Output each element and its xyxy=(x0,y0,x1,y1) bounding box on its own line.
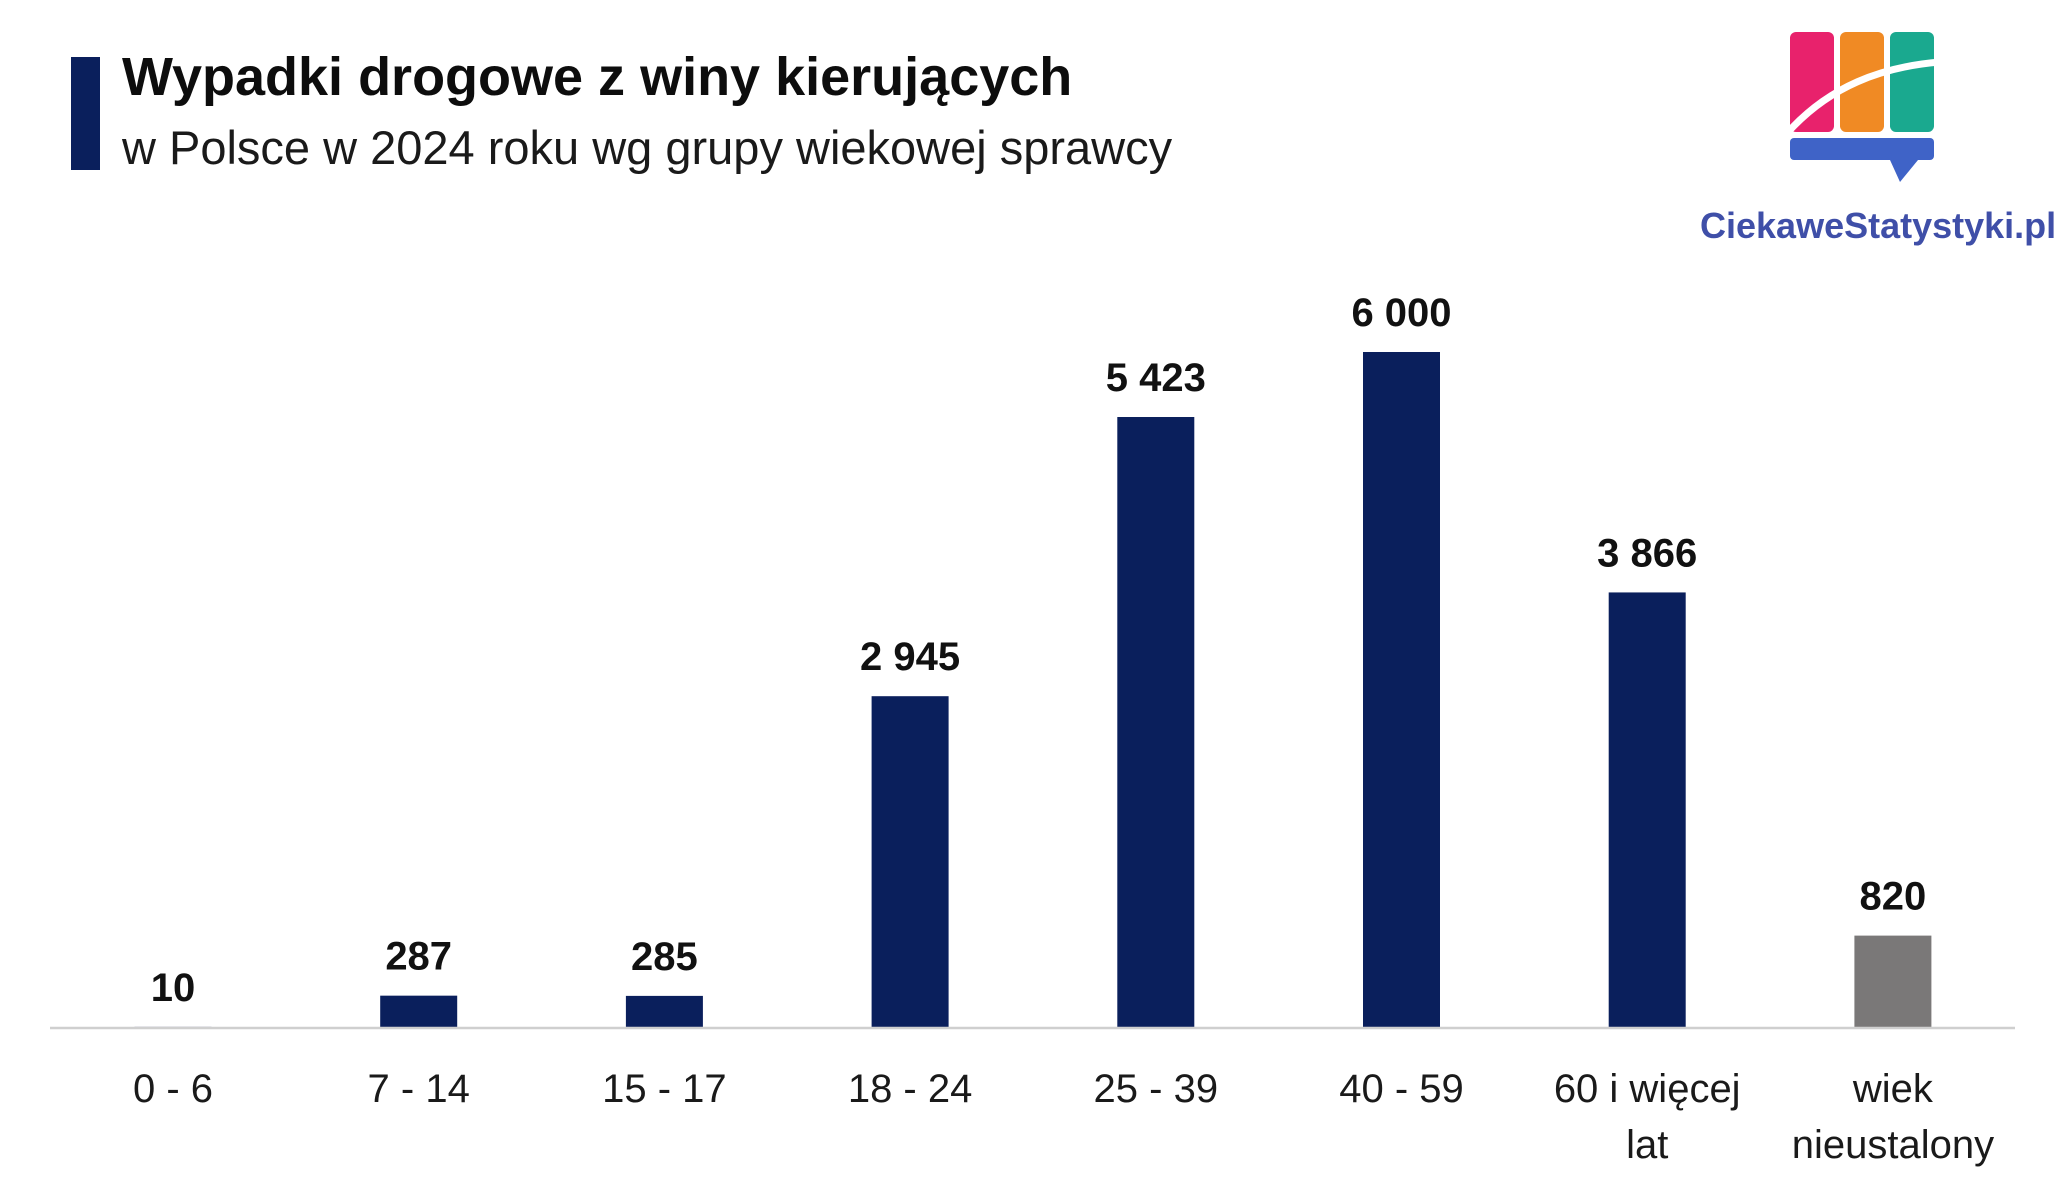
chart-subtitle: w Polsce w 2024 roku wg grupy wiekowej s… xyxy=(122,121,1173,174)
category-label-7-line-1: nieustalony xyxy=(1792,1123,1994,1167)
bar-6 xyxy=(1608,592,1686,1028)
value-label-1: 287 xyxy=(385,935,452,979)
value-label-4: 5 423 xyxy=(1106,356,1206,400)
bar-3 xyxy=(871,696,949,1028)
logo-swoosh xyxy=(1790,58,1940,133)
labels-layer: 10 0 - 6 287 7 - 14 285 15 - 17 2 945 18 - 24 5 … xyxy=(133,291,1994,1167)
category-label-4: 25 - 39 xyxy=(1094,1067,1219,1111)
bar-7 xyxy=(1854,935,1932,1028)
category-label-0: 0 - 6 xyxy=(133,1067,213,1111)
bar-4 xyxy=(1117,417,1195,1028)
bar-5 xyxy=(1363,352,1440,1028)
bar-2 xyxy=(625,995,703,1028)
bar-1 xyxy=(380,995,458,1028)
category-label-6-line-0: 60 i więcej xyxy=(1554,1067,1741,1111)
logo-blue-base xyxy=(1790,138,1934,160)
category-label-6-line-1: lat xyxy=(1626,1123,1668,1167)
logo-teal-block xyxy=(1890,32,1934,132)
value-label-0: 10 xyxy=(151,966,196,1010)
logo-text: CiekaweStatystyki.pl xyxy=(1700,205,2056,246)
category-label-1: 7 - 14 xyxy=(368,1067,470,1111)
logo-icon xyxy=(1790,32,1940,182)
category-label-7-line-0: wiek xyxy=(1852,1067,1934,1111)
category-label-2: 15 - 17 xyxy=(602,1067,727,1111)
title-accent-bar xyxy=(71,57,100,170)
logo-pink-block xyxy=(1790,32,1834,132)
value-label-5: 6 000 xyxy=(1351,291,1451,335)
value-label-3: 2 945 xyxy=(860,635,960,679)
category-label-3: 18 - 24 xyxy=(848,1067,973,1111)
chart-title: Wypadki drogowe z winy kierujących xyxy=(122,47,1073,107)
logo-pointer xyxy=(1890,160,1918,182)
bars-layer xyxy=(134,352,1932,1028)
value-label-6: 3 866 xyxy=(1597,531,1697,575)
category-label-5: 40 - 59 xyxy=(1339,1067,1464,1111)
value-label-2: 285 xyxy=(631,935,698,979)
value-label-7: 820 xyxy=(1860,875,1927,919)
